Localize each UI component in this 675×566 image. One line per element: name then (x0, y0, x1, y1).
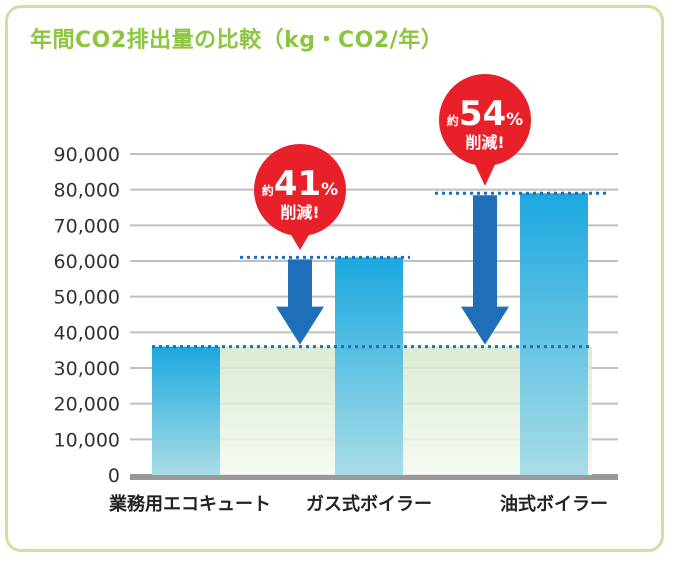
y-tick-label: 40,000 (54, 322, 120, 344)
badge-circle (439, 74, 531, 166)
x-category-label: ガス式ボイラー (306, 493, 432, 515)
badge-percent: 約54% (447, 94, 523, 134)
y-tick-label: 60,000 (54, 251, 120, 273)
reduction-arrow (461, 195, 509, 345)
y-tick-label: 30,000 (54, 358, 120, 380)
x-category-label: 業務用エコキュート (108, 493, 271, 515)
reduction-arrow (276, 259, 324, 345)
badge-percent: 約41% (262, 164, 338, 204)
x-axis-baseline (130, 474, 618, 480)
badge-circle (254, 144, 346, 236)
chart-title: 年間CO2排出量の比較（kg・CO2/年） (30, 28, 444, 53)
bar (152, 346, 220, 475)
x-category-label: 油式ボイラー (500, 493, 608, 515)
badge-text: 削減! (280, 203, 319, 222)
y-tick-label: 80,000 (54, 180, 120, 202)
badge-text: 削減! (465, 133, 504, 152)
y-tick-label: 70,000 (54, 215, 120, 237)
bar (335, 257, 403, 475)
y-tick-label: 90,000 (54, 144, 120, 166)
y-tick-label: 50,000 (54, 287, 120, 309)
y-tick-label: 0 (108, 465, 120, 487)
bar (520, 193, 588, 475)
y-tick-label: 10,000 (54, 429, 120, 451)
y-tick-label: 20,000 (54, 394, 120, 416)
